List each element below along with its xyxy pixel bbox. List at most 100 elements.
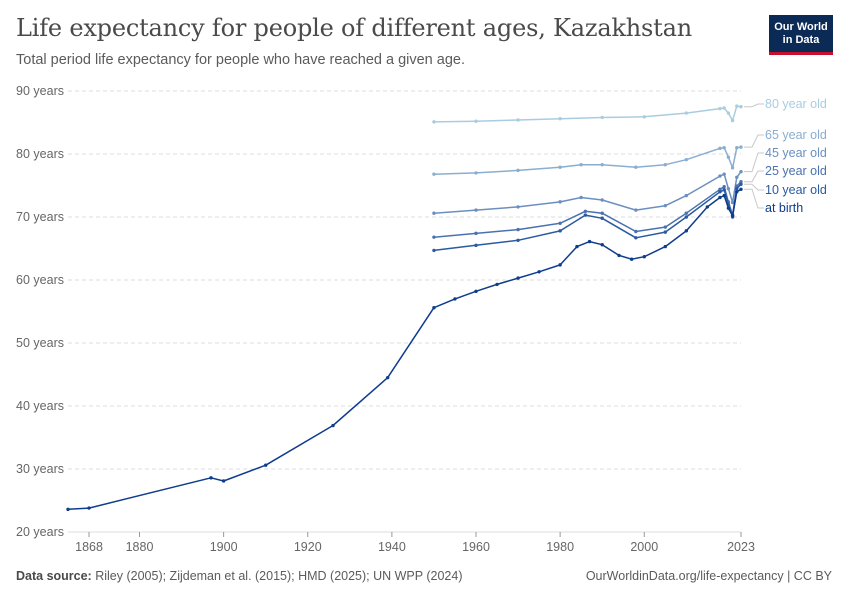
data-point [385,375,390,380]
data-point [642,115,646,119]
data-point [739,182,743,186]
data-point [600,216,604,220]
owid-logo[interactable]: Our World in Data [769,15,833,55]
data-point [558,165,562,169]
data-point [558,117,562,121]
data-point [726,111,731,115]
data-point [684,229,689,233]
label-connector [744,103,764,108]
data-point [730,214,735,218]
data-point [516,118,520,122]
data-point [629,257,634,261]
data-point [516,276,520,280]
x-tick-label: 2023 [727,540,755,554]
data-point [730,200,735,205]
data-point [663,225,667,229]
data-point [684,111,689,115]
data-source-text: Riley (2005); Zijdeman et al. (2015); HM… [95,569,463,583]
data-point [739,169,743,174]
data-point [558,200,562,204]
x-tick-label: 1960 [462,540,490,554]
data-point [600,198,604,202]
data-point [474,119,478,123]
data-point [718,146,722,151]
data-point [474,171,478,175]
data-point [735,175,739,180]
data-point [87,506,91,510]
data-point [739,180,743,184]
data-point [735,146,739,150]
data-point [718,190,722,194]
data-point [663,163,667,167]
data-point [722,188,726,192]
data-point [735,186,739,191]
data-point [474,289,478,294]
data-point [579,163,583,167]
data-source: Data source: Riley (2005); Zijdeman et a… [16,569,463,583]
data-point [718,106,722,111]
data-point [583,213,588,217]
series-line-80-year-old [433,105,742,123]
data-point [331,423,335,428]
data-point [739,105,743,109]
data-point [432,306,436,310]
data-point [722,146,726,150]
x-tick-label: 2000 [630,540,658,554]
label-connector [744,188,764,209]
y-tick-label: 80 years [16,147,64,161]
data-point [575,244,579,249]
data-point [587,239,592,244]
data-source-label: Data source: [16,569,92,583]
source-url-link[interactable]: OurWorldinData.org/life-expectancy | CC … [585,569,832,583]
logo-line-2: in Data [782,33,820,46]
x-tick-label: 1980 [546,540,574,554]
y-tick-label: 40 years [16,399,64,413]
data-point [722,106,726,110]
data-point [516,205,520,209]
x-tick-label: 1920 [294,540,322,554]
data-point [209,476,213,480]
data-point [600,243,604,247]
data-point [432,248,436,253]
y-tick-label: 70 years [16,210,64,224]
data-point [558,221,562,225]
data-point [453,297,457,301]
label-connector [744,183,764,191]
data-point [516,168,520,173]
y-tick-label: 90 years [16,84,64,98]
y-tick-label: 50 years [16,336,64,350]
data-point [726,206,731,210]
data-point [663,203,667,208]
data-point [735,190,739,194]
data-point [474,208,478,212]
series-label: 45 year old [765,146,827,160]
series-label: 80 year old [765,97,827,111]
data-point [684,157,689,162]
data-point [722,172,726,176]
series-line-65-year-old [433,146,742,175]
series-label: 65 year old [765,128,827,142]
data-point [583,209,588,214]
data-point [474,243,478,248]
data-point [739,145,743,149]
data-point [634,236,638,240]
data-point [579,195,583,200]
data-point [722,185,726,189]
data-point [730,166,735,170]
data-point [66,507,70,512]
x-tick-label: 1940 [378,540,406,554]
label-connector [744,134,764,148]
data-point [474,231,478,236]
data-point [600,163,604,167]
series-label: 10 year old [765,183,827,197]
data-point [722,193,726,198]
data-point [663,244,667,249]
chart-subtitle: Total period life expectancy for people … [16,52,465,68]
data-point [718,195,722,200]
x-tick-label: 1868 [75,540,103,554]
data-point [516,227,520,232]
data-point [718,187,722,191]
data-point [558,263,562,267]
data-point [432,120,436,124]
